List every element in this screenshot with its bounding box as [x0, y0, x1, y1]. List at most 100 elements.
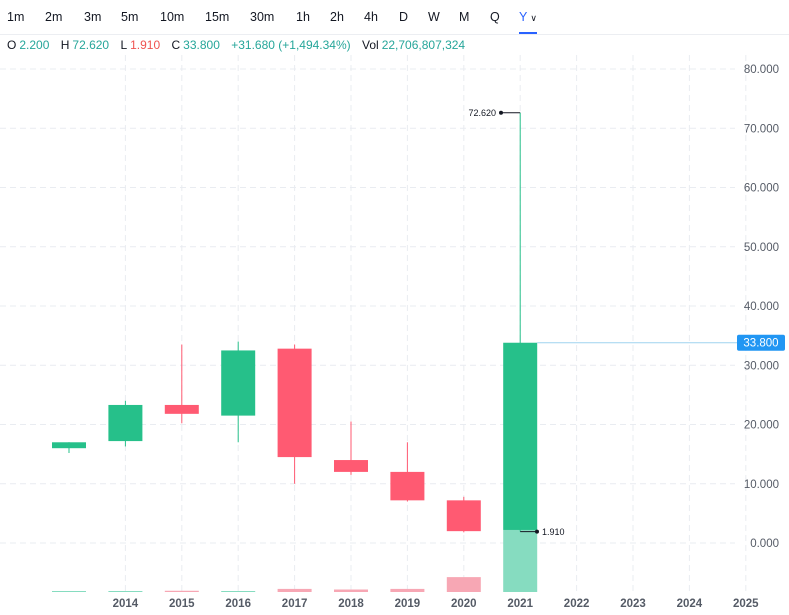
price-axis[interactable]: 0.000 10.000 20.000 30.000 40.000 50.000 60.00… — [744, 64, 779, 550]
timeframe-4h[interactable]: 4h — [364, 0, 378, 34]
last-price-line: 33.800 — [537, 334, 785, 351]
y-tick-label: 30.000 — [744, 360, 779, 372]
y-tick-label: 10.000 — [744, 479, 779, 491]
timeframe-15m[interactable]: 15m — [205, 0, 229, 34]
candle[interactable] — [334, 421, 368, 475]
timeframe-label: 4h — [364, 10, 378, 24]
y-tick-label: 50.000 — [744, 242, 779, 254]
timeframe-label: Y — [519, 10, 528, 24]
timeframe-toolbar: 1m 2m 3m 5m 10m 15m 30m 1h 2h 4h D W M Q Y ∨ — [0, 0, 789, 35]
close-value: 33.800 — [183, 38, 220, 52]
high-value: 72.620 — [72, 38, 110, 52]
volume-bar — [334, 589, 368, 592]
close-label: C — [171, 38, 181, 52]
candle[interactable] — [390, 442, 425, 502]
candle-body — [277, 348, 312, 458]
volume-bar — [390, 588, 425, 592]
x-tick-label: 2018 — [338, 598, 364, 610]
volume-value: 22,706,807,324 — [381, 38, 466, 52]
candle-body — [446, 500, 481, 532]
timeframe-30m[interactable]: 30m — [250, 0, 274, 34]
timeframe-label: 1m — [7, 10, 25, 24]
candle-series[interactable] — [52, 112, 538, 533]
timeframe-label: 2m — [45, 10, 63, 24]
y-tick-label: 20.000 — [744, 420, 779, 432]
volume-series — [52, 530, 538, 592]
candle-body — [390, 471, 425, 501]
chart-grid — [0, 55, 747, 592]
timeframe-label: 2h — [330, 10, 344, 24]
timeframe-1h[interactable]: 1h — [296, 0, 310, 34]
last-price-label: 33.800 — [743, 338, 778, 350]
volume-bar — [221, 591, 256, 592]
timeframe-1m[interactable]: 1m — [7, 0, 24, 34]
x-tick-label: 2020 — [451, 598, 477, 610]
timeframe-5m[interactable]: 5m — [121, 0, 138, 34]
candle[interactable] — [221, 341, 256, 443]
y-tick-label: 40.000 — [744, 301, 779, 313]
candle[interactable] — [277, 344, 312, 484]
last-price-badge — [737, 334, 785, 351]
timeframe-y[interactable]: Y ∨ — [519, 0, 537, 34]
high-low-markers: 72.620 1.910 — [468, 108, 564, 537]
ohlc-legend: O 2.200 H 72.620 L 1.910 C 33.800 +31.680 (+… — [7, 36, 473, 54]
x-tick-label: 2016 — [225, 598, 251, 610]
y-tick-label: 70.000 — [744, 123, 779, 135]
timeframe-label: 5m — [121, 10, 139, 24]
timeframe-d[interactable]: D — [399, 0, 408, 34]
volume-label: Vol — [362, 38, 379, 52]
candle[interactable] — [503, 112, 538, 532]
candle[interactable] — [108, 400, 143, 447]
volume-bar — [503, 530, 538, 592]
timeframe-m[interactable]: M — [459, 0, 469, 34]
x-tick-label: 2021 — [507, 598, 533, 610]
candle-body — [164, 404, 199, 414]
volume-bar — [108, 591, 143, 592]
timeframe-2m[interactable]: 2m — [45, 0, 62, 34]
candle-body — [221, 350, 256, 416]
timeframe-label: D — [399, 10, 409, 24]
x-tick-label: 2017 — [282, 598, 308, 610]
candle-body — [334, 460, 368, 472]
x-tick-label: 2015 — [169, 598, 195, 610]
low-marker-dot — [535, 529, 539, 534]
high-label: H — [60, 38, 70, 52]
candle-body — [52, 442, 86, 449]
timeframe-w[interactable]: W — [428, 0, 440, 34]
y-tick-label: 80.000 — [744, 64, 779, 76]
low-marker-label: 1.910 — [542, 527, 565, 537]
x-tick-label: 2019 — [395, 598, 421, 610]
timeframe-label: 3m — [84, 10, 102, 24]
change-value: +31.680 (+1,494.34%) — [231, 38, 351, 52]
high-marker-dot — [499, 110, 503, 115]
timeframe-label: 15m — [205, 10, 230, 24]
candle-body — [503, 342, 538, 530]
volume-bar — [446, 577, 481, 592]
timeframe-label: M — [459, 10, 470, 24]
volume-bar — [52, 591, 86, 592]
volume-bar — [277, 588, 312, 592]
candle[interactable] — [52, 442, 86, 453]
x-tick-label: 2022 — [564, 598, 590, 610]
high-marker-label: 72.620 — [468, 108, 496, 118]
x-tick-label: 2025 — [733, 598, 759, 610]
candle[interactable] — [446, 496, 481, 533]
low-label: L — [120, 38, 128, 52]
x-tick-label: 2024 — [677, 598, 703, 610]
time-axis[interactable]: 2014 2015 2016 2017 2018 2019 2020 2021 2022 2023… — [113, 598, 760, 610]
x-tick-label: 2023 — [620, 598, 646, 610]
candle-body — [108, 404, 143, 442]
timeframe-q[interactable]: Q — [490, 0, 500, 34]
open-label: O — [7, 38, 17, 52]
timeframe-3m[interactable]: 3m — [84, 0, 101, 34]
timeframe-label: 30m — [250, 10, 275, 24]
timeframe-10m[interactable]: 10m — [160, 0, 184, 34]
open-value: 2.200 — [19, 38, 50, 52]
timeframe-2h[interactable]: 2h — [330, 0, 344, 34]
y-tick-label: 60.000 — [744, 183, 779, 195]
volume-bar — [164, 590, 199, 592]
timeframe-label: Q — [490, 10, 500, 24]
timeframe-label: W — [428, 10, 440, 24]
candle[interactable] — [164, 344, 199, 424]
